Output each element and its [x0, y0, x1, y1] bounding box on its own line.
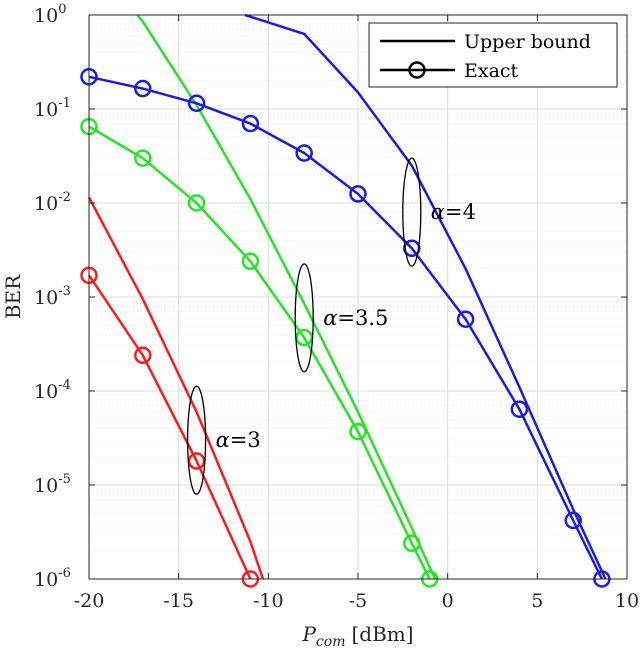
annotation-symbol: α: [431, 200, 445, 224]
series-layer: [80, 13, 611, 588]
annotation-label: α=3.5: [323, 306, 388, 330]
x-axis-label-main: P: [301, 622, 316, 646]
legend-label-exact: Exact: [464, 60, 519, 82]
annotation-ellipse: [186, 385, 207, 495]
annotation-label: α=3: [216, 428, 261, 452]
series-marker: [241, 114, 260, 133]
series-marker: [187, 452, 206, 470]
x-tick-label: -20: [74, 590, 105, 612]
series-line-0: [87, 196, 265, 580]
legend-box: [368, 22, 618, 88]
series-line-2: [136, 14, 437, 580]
series-marker: [564, 511, 582, 530]
series-marker: [510, 400, 529, 418]
annotation-value: =3.5: [337, 306, 388, 330]
x-axis-label-sub: com: [316, 634, 346, 650]
x-tick-label: -15: [163, 590, 194, 612]
series-marker: [241, 252, 260, 271]
legend: Upper bound Exact: [368, 22, 618, 88]
annotations: α=3α=3.5α=4: [186, 157, 476, 495]
y-tick-label: 10-3: [34, 284, 71, 309]
series-line-1: [87, 274, 252, 580]
series-line-5: [88, 75, 604, 580]
series-marker: [403, 534, 421, 553]
x-tick-label: 10: [615, 590, 639, 612]
series-marker: [187, 94, 206, 113]
series-marker: [403, 239, 421, 258]
y-axis-label: BER: [1, 274, 25, 319]
series-line-3: [88, 125, 431, 580]
series-marker: [295, 144, 313, 162]
legend-marker-exact: [408, 61, 426, 79]
x-tick-label: -5: [349, 590, 368, 612]
series-marker: [134, 346, 152, 365]
y-tick-label: 10-4: [34, 378, 71, 403]
y-tick-label: 100: [34, 2, 66, 27]
x-axis-label: Pcom [dBm]: [301, 622, 413, 650]
annotation-label: α=4: [431, 200, 476, 224]
y-tick-label: 10-5: [34, 472, 71, 497]
series-marker: [134, 79, 152, 98]
series-marker: [349, 185, 367, 203]
series-marker: [187, 194, 206, 212]
series-marker: [295, 328, 313, 347]
annotation-symbol: α: [323, 306, 337, 330]
legend-label-upper-bound: Upper bound: [464, 31, 591, 53]
x-tick-label: -10: [253, 590, 284, 612]
x-axis-label-unit: [dBm]: [351, 622, 413, 646]
x-tick-label: 0: [442, 590, 454, 612]
y-tick-label: 10-6: [34, 566, 71, 591]
series-marker: [134, 149, 152, 167]
grid: [88, 14, 628, 580]
axis-ticks: -20 -15 -10 -5 0 5 10 100 10-1 10-2 10-3 10-4 10-5 10…: [34, 2, 639, 612]
y-tick-label: 10-2: [34, 190, 71, 215]
series-marker: [349, 422, 367, 441]
annotation-value: =3: [230, 428, 261, 452]
x-tick-label: 5: [531, 590, 543, 612]
series-line-4: [244, 13, 607, 580]
y-tick-label: 10-1: [34, 96, 71, 121]
annotation-ellipse: [402, 157, 422, 267]
annotation-ellipse: [294, 263, 314, 373]
series-marker: [456, 310, 475, 328]
annotation-symbol: α: [216, 428, 230, 452]
annotation-value: =4: [445, 200, 476, 224]
